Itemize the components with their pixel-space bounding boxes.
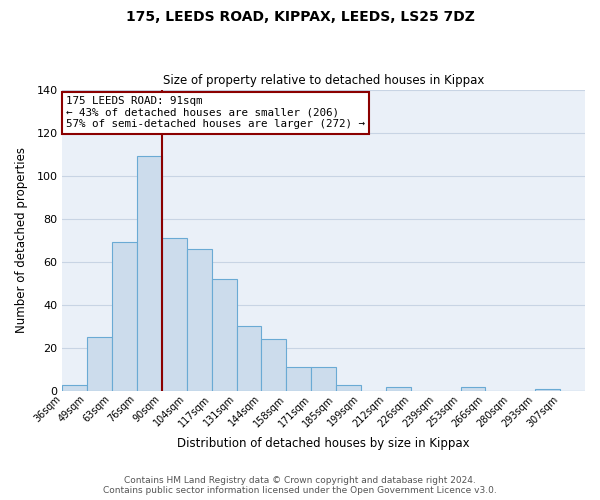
Bar [162, 238, 187, 391]
Y-axis label: Number of detached properties: Number of detached properties [15, 148, 28, 334]
Bar [137, 156, 162, 391]
Bar [535, 389, 560, 391]
Bar [286, 368, 311, 391]
Bar [311, 368, 336, 391]
Bar [386, 386, 411, 391]
Bar [62, 384, 87, 391]
Bar [187, 249, 212, 391]
Bar [87, 337, 112, 391]
Bar [236, 326, 262, 391]
Text: Contains HM Land Registry data © Crown copyright and database right 2024.
Contai: Contains HM Land Registry data © Crown c… [103, 476, 497, 495]
Bar [112, 242, 137, 391]
Bar [212, 279, 236, 391]
Bar [461, 386, 485, 391]
Bar [262, 340, 286, 391]
Bar [336, 384, 361, 391]
Text: 175, LEEDS ROAD, KIPPAX, LEEDS, LS25 7DZ: 175, LEEDS ROAD, KIPPAX, LEEDS, LS25 7DZ [125, 10, 475, 24]
X-axis label: Distribution of detached houses by size in Kippax: Distribution of detached houses by size … [178, 437, 470, 450]
Title: Size of property relative to detached houses in Kippax: Size of property relative to detached ho… [163, 74, 484, 87]
Text: 175 LEEDS ROAD: 91sqm
← 43% of detached houses are smaller (206)
57% of semi-det: 175 LEEDS ROAD: 91sqm ← 43% of detached … [66, 96, 365, 129]
